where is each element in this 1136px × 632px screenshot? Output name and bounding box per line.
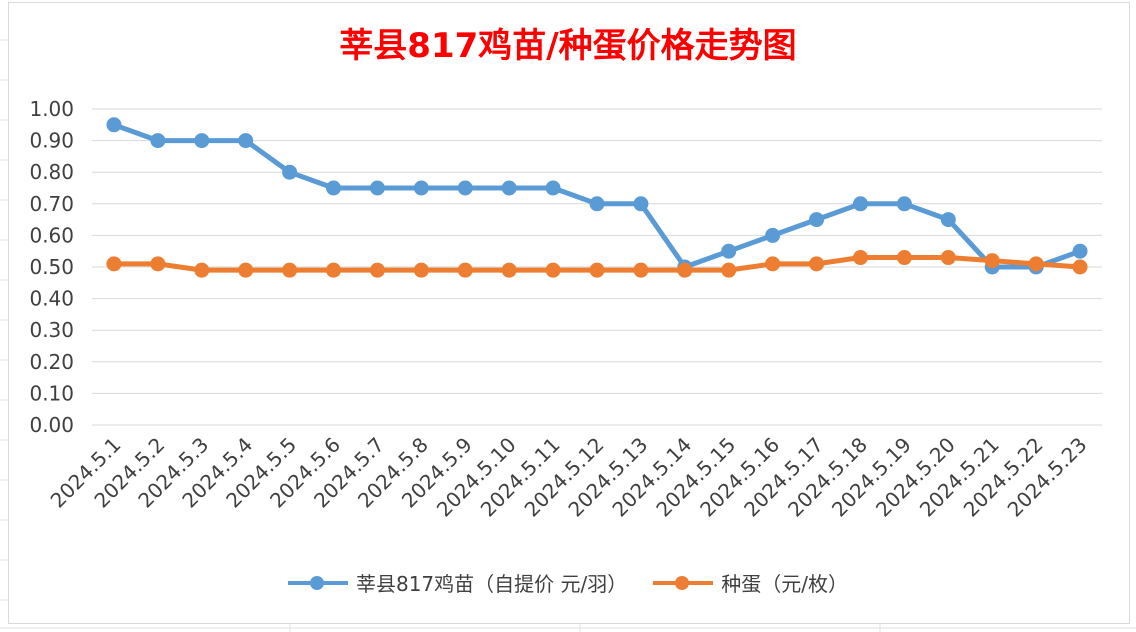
data-point (150, 133, 166, 149)
data-point (589, 262, 605, 278)
data-point (150, 256, 166, 272)
data-point (194, 133, 210, 149)
legend-label-chick: 莘县817鸡苗（自提价 元/羽） (355, 572, 628, 596)
series-line-0 (111, 122, 1083, 270)
y-tick-label: 0.90 (29, 129, 74, 153)
legend-swatch-egg (653, 575, 714, 590)
data-point (545, 262, 561, 278)
y-tick-label: 0.00 (29, 413, 74, 437)
data-point (896, 196, 912, 212)
data-point (501, 180, 517, 196)
data-point (194, 262, 210, 278)
data-point (413, 180, 429, 196)
y-tick-label: 0.60 (29, 223, 74, 247)
data-point (1072, 243, 1088, 259)
chart-area[interactable] (8, 2, 1130, 624)
data-point (721, 243, 737, 259)
data-point (677, 262, 693, 278)
y-tick-label: 0.20 (29, 350, 74, 374)
y-tick-label: 0.30 (29, 318, 74, 342)
data-point (809, 256, 825, 272)
chart-title: 莘县817鸡苗/种蛋价格走势图 (339, 26, 797, 66)
data-point (238, 133, 254, 149)
data-point (1028, 256, 1044, 272)
data-point (852, 250, 868, 266)
data-point (326, 262, 342, 278)
y-tick-label: 0.80 (29, 160, 74, 184)
data-point (326, 180, 342, 196)
data-point (1072, 259, 1088, 275)
legend-swatch-chick (287, 575, 348, 590)
data-point (633, 262, 649, 278)
y-tick-label: 0.70 (29, 192, 74, 216)
y-tick-label: 0.50 (29, 255, 74, 279)
legend-label-egg: 种蛋（元/枚） (721, 572, 849, 596)
data-point (545, 180, 561, 196)
chart-legend: 莘县817鸡苗（自提价 元/羽） 种蛋（元/枚） (0, 568, 1136, 597)
y-tick-label: 0.10 (29, 381, 74, 405)
data-point (809, 212, 825, 228)
data-point (984, 253, 1000, 269)
data-point (896, 250, 912, 266)
y-tick-label: 0.40 (29, 287, 74, 311)
data-point (852, 196, 868, 212)
y-tick-label: 1.00 (29, 97, 74, 121)
data-point (633, 196, 649, 212)
data-point (589, 196, 605, 212)
data-point (457, 262, 473, 278)
data-point (940, 250, 956, 266)
data-point (369, 180, 385, 196)
data-point (721, 262, 737, 278)
data-point (282, 262, 298, 278)
data-point (457, 180, 473, 196)
data-point (765, 227, 781, 243)
data-point (940, 212, 956, 228)
data-point (238, 262, 254, 278)
data-point (501, 262, 517, 278)
data-point (106, 256, 122, 272)
data-point (369, 262, 385, 278)
data-point (765, 256, 781, 272)
legend-item-chick: 莘县817鸡苗（自提价 元/羽） (287, 568, 628, 597)
legend-item-egg: 种蛋（元/枚） (653, 568, 848, 597)
data-point (282, 164, 298, 180)
data-point (413, 262, 429, 278)
data-point (106, 117, 122, 133)
